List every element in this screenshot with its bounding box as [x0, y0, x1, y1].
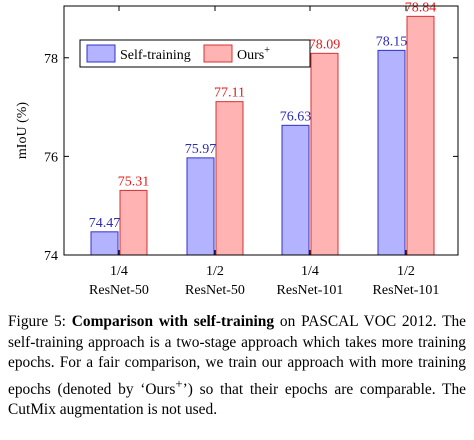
value-label-self-training: 78.15 [376, 34, 408, 49]
caption-title: Comparison with self-training [71, 313, 275, 330]
caption-superscript: + [175, 376, 183, 391]
bar-ours [310, 52, 339, 256]
legend-label-ours-superscript: + [264, 45, 270, 56]
x-tick-label-fraction: 1/4 [110, 264, 128, 279]
caption-label: Figure 5: [8, 313, 66, 330]
bar-self-training [186, 157, 215, 256]
x-tick-label-model: ResNet-101 [373, 283, 440, 298]
caption-text-part2: ’) so that their epochs are comparable. … [8, 380, 466, 419]
legend-label-ours: Ours+ [237, 45, 270, 63]
value-label-ours: 78.84 [405, 0, 437, 15]
bar-ours [406, 15, 435, 256]
x-tick-label-fraction: 1/4 [301, 264, 319, 279]
legend-box [79, 39, 311, 68]
legend-label-self-training: Self-training [120, 48, 191, 63]
figure-caption: Figure 5: Comparison with self-training … [8, 312, 466, 421]
x-axis: 1/4 ResNet-50 1/2 ResNet-50 1/4 ResNet-101 1/2… [89, 6, 439, 298]
bar-chart: 74.47 75.31 75.97 77.11 76.63 78.09 78.15 78.84… [15, 0, 459, 298]
value-labels-layer: 74.47 75.31 75.97 77.11 76.63 78.09 78.15 78.84 [89, 0, 437, 230]
value-label-self-training: 75.97 [185, 142, 217, 157]
bar-self-training [281, 124, 310, 256]
value-label-ours: 75.31 [118, 174, 150, 189]
value-label-ours: 77.11 [214, 86, 245, 101]
value-label-self-training: 74.47 [89, 216, 121, 231]
bar-self-training [377, 49, 406, 256]
y-tick-label: 74 [44, 249, 58, 264]
x-tick-label-fraction: 1/2 [397, 264, 415, 279]
y-axis: 74 76 78 [44, 52, 458, 264]
y-axis-title: mIoU (%) [15, 102, 30, 159]
y-tick-label: 78 [44, 52, 58, 67]
plot-frame [63, 5, 459, 256]
value-label-ours: 78.09 [309, 37, 341, 52]
bar-ours [119, 189, 148, 256]
y-tick-label: 76 [44, 150, 58, 165]
x-tick-label-model: ResNet-50 [89, 283, 149, 298]
legend-swatch-ours [203, 44, 233, 63]
legend-swatch-self-training [86, 44, 116, 63]
bar-ours [215, 101, 244, 256]
x-tick-label-model: ResNet-101 [277, 283, 344, 298]
bars-layer [90, 15, 435, 256]
value-label-self-training: 76.63 [280, 109, 312, 124]
legend: Self-training Ours+ [79, 39, 311, 68]
caption-text-part1: on PASCAL VOC 2012. The self-training ap… [8, 313, 467, 398]
bar-self-training [90, 231, 119, 256]
x-tick-label-model: ResNet-50 [185, 283, 245, 298]
x-tick-label-fraction: 1/2 [206, 264, 224, 279]
